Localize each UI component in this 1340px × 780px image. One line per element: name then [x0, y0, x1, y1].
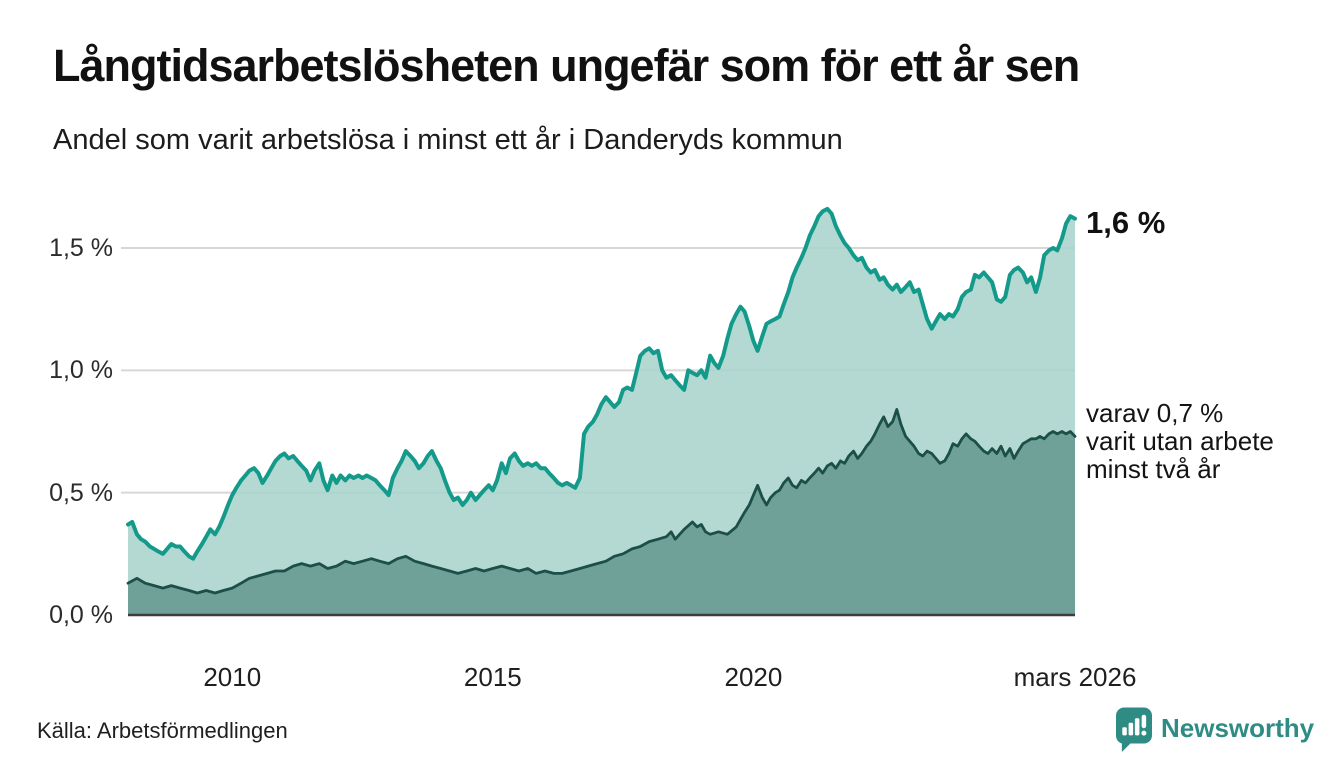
series2-line: [126, 408, 1077, 595]
annotation-line-1: varav 0,7 %: [1086, 398, 1224, 428]
series2-area: [128, 409, 1075, 615]
y-tick-label: 0,5 %: [49, 478, 113, 507]
x-tick-label: mars 2026: [1013, 662, 1137, 692]
x-tick-label: 2015: [463, 662, 522, 692]
y-tick-label: 1,5 %: [49, 234, 113, 262]
latest-value-annotation: 1,6 %: [1086, 205, 1166, 240]
newsworthy-logo-text: Newsworthy: [1161, 713, 1315, 743]
newsworthy-logo: Newsworthy: [1116, 707, 1314, 755]
annotation-line-3: minst två år: [1086, 454, 1221, 484]
newsworthy-logo-icon: [1116, 707, 1152, 753]
x-tick-label: 2010: [203, 662, 262, 692]
series1-line: [126, 206, 1077, 561]
y-tick-label: 0,0 %: [49, 601, 113, 629]
secondary-series-annotation: varav 0,7 % varit utan arbete minst två …: [1086, 399, 1274, 483]
y-tick-label: 1,0 %: [49, 356, 113, 385]
annotation-line-2: varit utan arbete: [1086, 426, 1274, 456]
page-subtitle: Andel som varit arbetslösa i minst ett å…: [53, 124, 843, 156]
source-credit: Källa: Arbetsförmedlingen: [37, 718, 288, 743]
x-tick-label: 2020: [724, 662, 783, 692]
page-title: Långtidsarbetslösheten ungefär som för e…: [53, 40, 1080, 91]
